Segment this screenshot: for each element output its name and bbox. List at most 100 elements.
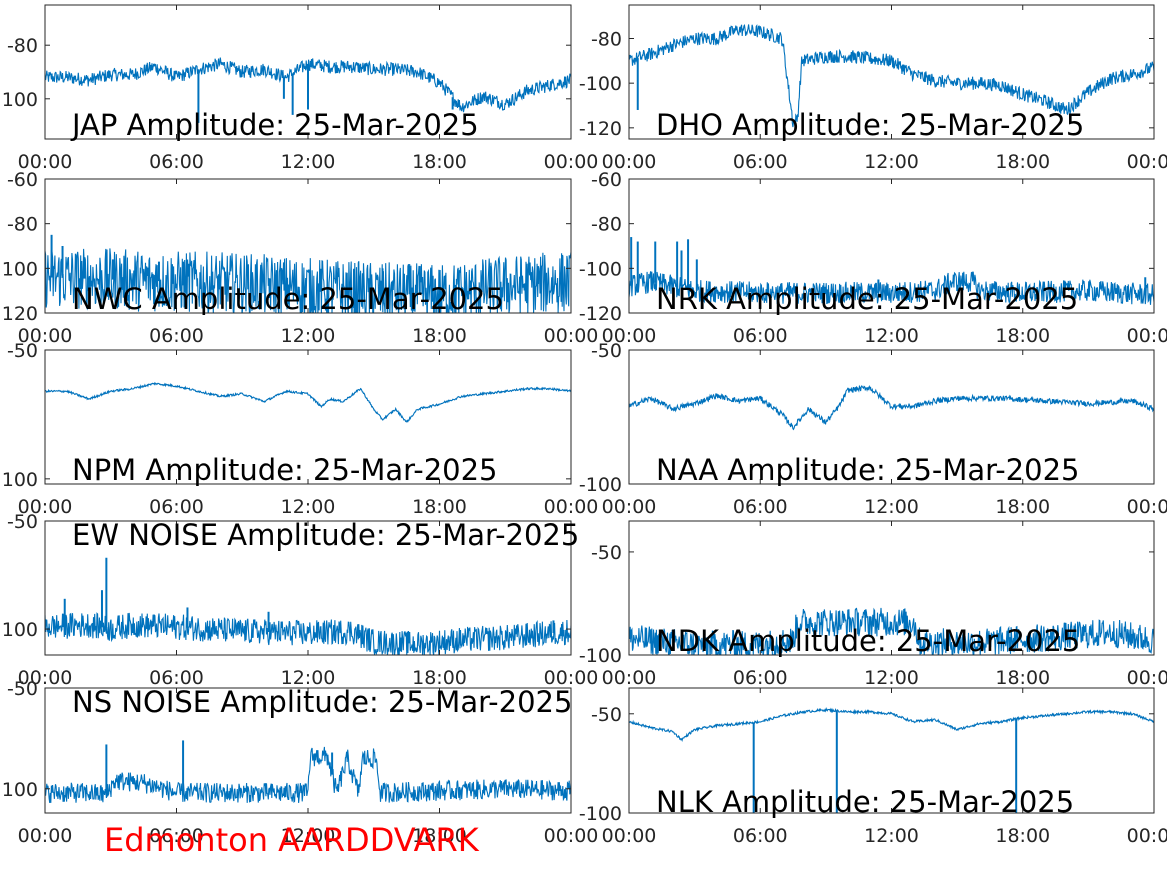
panel-4-xtick-label-4: 00:00 — [544, 496, 599, 518]
panel-1-xtick-label-2: 12:00 — [864, 151, 919, 173]
panel-7-series-line — [629, 607, 1154, 655]
panel-6-ytick-label-0: -50 — [7, 511, 38, 533]
panel-8-xtick-label-0: 00:00 — [18, 825, 73, 847]
panel-1: 00:00 06:00 12:00 18:00 00:00 -80 -100 -120 DHO … — [579, 4, 1167, 173]
panel-6-title: EW NOISE Amplitude: 25-Mar-2025 — [72, 518, 579, 552]
panel-2-xtick-label-0: 00:00 — [18, 325, 73, 347]
panel-0-xtick-label-4: 00:00 — [544, 151, 599, 173]
panel-6: 00:00 06:00 12:00 18:00 00:00 -50 100 EW NOISE … — [2, 511, 599, 689]
panel-9-series-line — [629, 707, 1154, 742]
panel-2-xtick-label-1: 06:00 — [149, 325, 204, 347]
panel-0-xtick-label-3: 18:00 — [412, 151, 467, 173]
panel-7-xtick-label-2: 12:00 — [864, 667, 919, 689]
panel-1-xtick-label-0: 00:00 — [602, 151, 657, 173]
panel-6-xtick-label-1: 06:00 — [149, 667, 204, 689]
panel-9-title: NLK Amplitude: 25-Mar-2025 — [656, 785, 1074, 819]
panel-9-xtick-label-1: 06:00 — [733, 825, 788, 847]
panel-0-xtick-label-0: 00:00 — [18, 151, 73, 173]
panel-8: 00:00 06:00 12:00 18:00 00:00 -50 100 NS NOISE … — [2, 678, 599, 847]
panel-3-xtick-label-0: 00:00 — [602, 325, 657, 347]
panel-5-ytick-label-1: -100 — [579, 474, 622, 496]
panel-8-xtick-label-1: 06:00 — [149, 825, 204, 847]
panel-6-xtick-label-0: 00:00 — [18, 667, 73, 689]
panel-6-ytick-label-1: 100 — [2, 619, 38, 641]
panel-9-xtick-label-3: 18:00 — [995, 825, 1050, 847]
panel-8-series-line — [45, 746, 571, 804]
panel-5: 00:00 06:00 12:00 18:00 00:00 -50 -100 NAA Ampl… — [579, 340, 1167, 518]
panel-1-series-line — [629, 24, 1154, 128]
panel-9: 00:00 06:00 12:00 18:00 00:00 -50 -100 NLK Ampl… — [579, 687, 1167, 847]
panel-5-title: NAA Amplitude: 25-Mar-2025 — [656, 453, 1080, 487]
panel-6-xtick-label-4: 00:00 — [544, 667, 599, 689]
panel-4-ytick-label-0: -50 — [7, 340, 38, 362]
panel-1-ytick-label-0: -80 — [591, 29, 622, 51]
panel-0: 00:00 06:00 12:00 18:00 00:00 -80 100 JAP Ampli… — [2, 4, 599, 173]
panel-8-ytick-label-1: 100 — [2, 779, 38, 801]
panel-3-ytick-label-1: -80 — [591, 214, 622, 236]
panel-5-xtick-label-3: 18:00 — [995, 496, 1050, 518]
panel-4: 00:00 06:00 12:00 18:00 00:00 -50 100 NPM Ampli… — [2, 340, 599, 518]
panel-4-xtick-label-0: 00:00 — [18, 496, 73, 518]
panel-1-xtick-label-4: 00:00 — [1127, 151, 1167, 173]
panel-0-ytick-label-1: 100 — [2, 89, 38, 111]
panel-3-xtick-label-4: 00:00 — [1127, 325, 1167, 347]
panel-7-ytick-label-0: -50 — [591, 542, 622, 564]
panel-2-series-line — [45, 248, 571, 313]
panel-5-xtick-label-2: 12:00 — [864, 496, 919, 518]
panel-7-xtick-label-4: 00:00 — [1127, 667, 1167, 689]
panel-5-xtick-label-4: 00:00 — [1127, 496, 1167, 518]
panel-5-ytick-label-0: -50 — [591, 340, 622, 362]
panel-3-ytick-label-0: -60 — [591, 169, 622, 191]
panel-0-ytick-label-0: -80 — [7, 35, 38, 57]
panel-7: 00:00 06:00 12:00 18:00 00:00 -50 -100 NDK Ampl… — [579, 520, 1167, 689]
panel-8-title: NS NOISE Amplitude: 25-Mar-2025 — [72, 685, 572, 719]
panel-8-xtick-label-4: 00:00 — [544, 825, 599, 847]
panel-9-xtick-label-2: 12:00 — [864, 825, 919, 847]
panel-7-xtick-label-1: 06:00 — [733, 667, 788, 689]
panel-6-series-line — [45, 612, 571, 655]
panel-8-xtick-label-2: 12:00 — [281, 825, 336, 847]
panel-3-xtick-label-1: 06:00 — [733, 325, 788, 347]
panel-8-ytick-label-0: -50 — [7, 678, 38, 700]
panel-2: 00:00 06:00 12:00 18:00 00:00 -60 -80 100 120 NWC… — [2, 169, 599, 347]
panel-4-xtick-label-2: 12:00 — [281, 496, 336, 518]
panel-0-title: JAP Amplitude: 25-Mar-2025 — [70, 108, 479, 142]
station-label: Edmonton AARDDVARK — [104, 821, 479, 859]
panel-3-series-line — [629, 271, 1154, 306]
panel-2-title: NWC Amplitude: 25-Mar-2025 — [72, 282, 504, 316]
panel-4-title: NPM Amplitude: 25-Mar-2025 — [72, 453, 498, 487]
panel-1-xtick-label-3: 18:00 — [995, 151, 1050, 173]
panel-3-ytick-label-3: -120 — [579, 303, 622, 325]
panel-6-xtick-label-2: 12:00 — [281, 667, 336, 689]
panel-7-xtick-label-3: 18:00 — [995, 667, 1050, 689]
panel-2-xtick-label-3: 18:00 — [412, 325, 467, 347]
panel-4-xtick-label-1: 06:00 — [149, 496, 204, 518]
panel-1-ytick-label-1: -100 — [579, 73, 622, 95]
panel-4-xtick-label-3: 18:00 — [412, 496, 467, 518]
panel-5-xtick-label-0: 00:00 — [602, 496, 657, 518]
panel-9-xtick-label-4: 00:00 — [1127, 825, 1167, 847]
panel-2-ytick-label-0: -60 — [7, 169, 38, 191]
panel-4-ytick-label-1: 100 — [2, 469, 38, 491]
panel-0-xtick-label-1: 06:00 — [149, 151, 204, 173]
panel-3-title: NRK Amplitude: 25-Mar-2025 — [656, 282, 1078, 316]
panel-9-ytick-label-0: -50 — [591, 704, 622, 726]
panel-7-xtick-label-0: 00:00 — [602, 667, 657, 689]
panel-5-xtick-label-1: 06:00 — [733, 496, 788, 518]
panel-9-xtick-label-0: 00:00 — [602, 825, 657, 847]
panel-5-series-line — [629, 384, 1154, 431]
panel-6-xtick-label-3: 18:00 — [412, 667, 467, 689]
panel-7-ytick-label-1: -100 — [579, 645, 622, 667]
panel-8-xtick-label-3: 18:00 — [412, 825, 467, 847]
panel-4-series-line — [45, 381, 571, 423]
panel-0-xtick-label-2: 12:00 — [281, 151, 336, 173]
panel-3-ytick-label-2: -100 — [579, 258, 622, 280]
panel-3: 00:00 06:00 12:00 18:00 00:00 -60 -80 -100 -120 N… — [579, 169, 1167, 347]
panel-9-ytick-label-1: -100 — [579, 803, 622, 825]
panel-3-xtick-label-2: 12:00 — [864, 325, 919, 347]
panel-7-title: NDK Amplitude: 25-Mar-2025 — [656, 624, 1080, 658]
panel-2-ytick-label-1: -80 — [7, 214, 38, 236]
panel-2-ytick-label-2: 100 — [2, 258, 38, 280]
